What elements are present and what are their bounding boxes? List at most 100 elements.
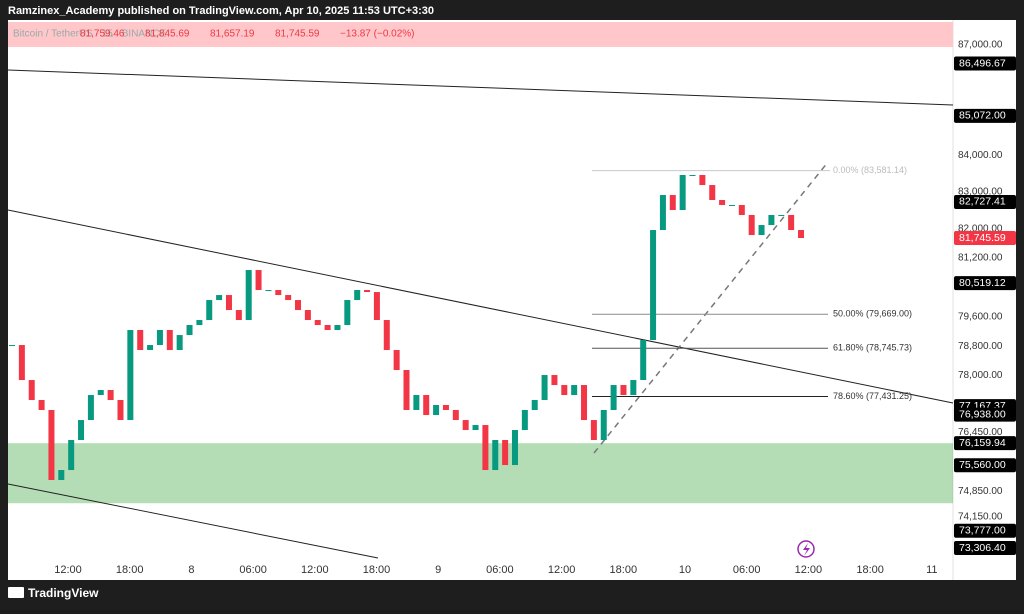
candle	[492, 440, 499, 471]
candle	[344, 300, 351, 326]
alert-icon-bolt	[803, 543, 810, 556]
x-tick-label: 9	[435, 564, 441, 576]
candle	[295, 300, 302, 311]
fib-label: 61.80% (78,745.73)	[833, 343, 912, 353]
price-label-box	[954, 56, 1016, 71]
price-label: 86,496.67	[959, 57, 1006, 69]
candle	[68, 440, 75, 471]
candle	[699, 175, 706, 186]
price-label: 75,560.00	[959, 459, 1006, 471]
candle	[78, 420, 85, 441]
candle	[511, 430, 518, 466]
candle	[728, 205, 735, 207]
x-tick-label: 8	[188, 564, 194, 576]
candle	[265, 290, 272, 292]
x-tick-label: 12:00	[54, 564, 82, 576]
fib-label: 50.00% (79,669.00)	[833, 309, 912, 319]
y-tick-label: 76,450.00	[958, 427, 1003, 438]
candle	[373, 292, 380, 321]
candle	[689, 175, 696, 177]
y-tick-label: 84,000.00	[958, 150, 1003, 161]
price-label: 73,777.00	[959, 524, 1006, 536]
candle	[531, 400, 538, 411]
candle	[620, 385, 627, 396]
legend-value: 81,845.69	[145, 29, 190, 40]
candle	[58, 470, 65, 481]
price-label-box	[954, 436, 1016, 451]
price-label-box	[954, 540, 1016, 555]
x-tick-label: 11	[926, 564, 937, 576]
candle	[719, 200, 726, 206]
candle	[442, 405, 449, 411]
price-label-box	[954, 407, 1016, 422]
candle	[738, 205, 745, 216]
candle	[117, 400, 124, 421]
y-tick-label: 81,200.00	[958, 253, 1003, 264]
y-tick-label: 78,800.00	[958, 341, 1003, 352]
candle	[383, 320, 390, 351]
y-tick-label: 74,850.00	[958, 486, 1003, 497]
candle	[571, 385, 578, 396]
candle	[669, 195, 676, 211]
candle	[462, 420, 469, 431]
price-label: 82,727.41	[959, 196, 1006, 208]
price-label: 81,745.59	[959, 232, 1006, 244]
candle	[166, 330, 173, 351]
candle	[147, 345, 154, 351]
candle	[650, 230, 657, 341]
candle	[798, 230, 804, 239]
candle	[127, 330, 134, 421]
x-tick-label: 18:00	[610, 564, 638, 576]
x-tick-label: 12:00	[548, 564, 576, 576]
candle	[590, 420, 597, 441]
candle	[324, 325, 331, 331]
candle	[225, 295, 232, 311]
candle	[482, 425, 489, 471]
price-label: 76,938.00	[959, 408, 1006, 420]
candle	[364, 290, 371, 293]
candle	[413, 395, 420, 411]
candle	[630, 380, 637, 396]
y-tick-label: 79,600.00	[958, 311, 1003, 322]
candle	[788, 215, 795, 231]
x-tick-label: 18:00	[856, 564, 884, 576]
candle	[216, 295, 223, 301]
candle	[758, 225, 765, 236]
candle	[659, 195, 666, 231]
candle	[433, 405, 440, 416]
candle	[18, 345, 25, 381]
legend-value: 81,657.19	[210, 29, 255, 40]
footer-brand: TradingView	[28, 586, 99, 600]
price-label: 76,159.94	[959, 437, 1006, 449]
candle	[521, 410, 528, 431]
candle	[472, 425, 479, 431]
candle	[275, 290, 282, 296]
candle	[600, 410, 607, 441]
candle	[314, 320, 321, 326]
legend-value: 81,759.46	[80, 29, 125, 40]
legend-bar	[8, 22, 953, 47]
candle	[502, 440, 509, 466]
y-tick-label: 83,000.00	[958, 187, 1003, 198]
x-tick-label: 18:00	[363, 564, 391, 576]
candle	[768, 215, 775, 226]
candle	[137, 330, 144, 351]
candle	[9, 345, 15, 347]
drawings	[7, 69, 954, 559]
candle	[561, 385, 568, 396]
candle	[196, 320, 203, 326]
price-label: 85,072.00	[959, 110, 1006, 122]
y-tick-label: 74,150.00	[958, 512, 1003, 523]
candle	[206, 300, 213, 321]
candle	[156, 330, 163, 346]
candle	[709, 185, 716, 201]
alert-icon[interactable]	[797, 540, 815, 558]
candle	[285, 295, 292, 301]
candle	[28, 380, 35, 401]
candle	[610, 385, 617, 411]
candle	[403, 370, 410, 411]
candle	[304, 310, 311, 321]
candle	[551, 375, 558, 386]
fib-label: 78.60% (77,431.25)	[833, 391, 912, 401]
